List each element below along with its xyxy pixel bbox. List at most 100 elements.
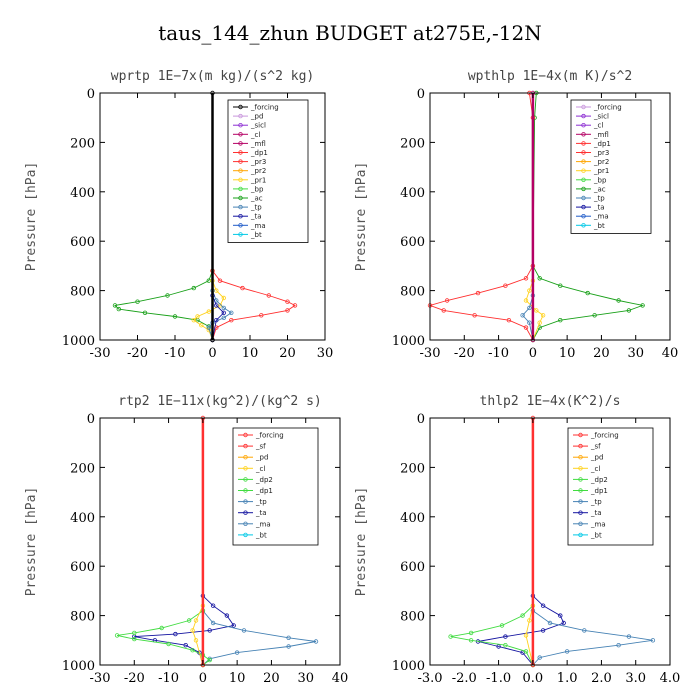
data-point [520,313,525,318]
data-point [221,305,226,311]
series-line-1 [114,270,213,341]
data-point [585,290,590,296]
data-point [231,623,236,628]
legend-marker [243,455,248,460]
data-point [592,313,597,318]
legend-marker [581,122,586,128]
legend-label: _pr3 [593,149,609,157]
legend-label: _dp1 [250,149,268,157]
legend-label: _pr1 [250,176,266,184]
legend-label: _pr2 [593,158,609,166]
legend-marker [243,532,248,538]
series-line-2 [532,610,653,666]
y-tick-label: 0 [417,87,425,102]
y-tick-label: 800 [70,610,95,625]
data-point [240,285,245,291]
data-point [166,641,171,647]
series-line-4 [521,295,534,341]
plot-frame [429,92,671,341]
data-point [503,283,508,288]
legend-marker [581,132,586,137]
data-point [534,308,539,313]
series-line-3 [193,280,225,341]
x-tick-label: 30 [627,346,644,361]
legend-label: _bp [250,185,264,193]
legend-marker [243,499,248,504]
legend-label: _pr1 [593,167,609,175]
data-point [626,308,632,313]
legend-label: _forcing [255,432,284,440]
panel-title: wprtp 1E−7x(m kg)/(s^2 kg) [111,69,315,84]
figure-title: taus_144_zhun BUDGET at275E,-12N [158,21,541,45]
y-tick-label: 0 [87,412,95,427]
data-point [132,630,137,636]
legend-label: _cl [250,131,260,139]
legend-label: _ta [250,213,262,221]
series-line-4 [192,605,204,666]
plot-frame [429,417,671,666]
data-point [195,314,200,319]
data-point [499,623,505,628]
data-point [199,323,204,328]
data-point [468,630,474,636]
y-tick-label: 1000 [62,659,95,674]
legend-label: _mfl [250,140,266,148]
series-line-2 [202,610,317,666]
y-tick-label: 800 [400,285,425,300]
legend-label: _ta [255,509,267,517]
legend-marker [578,499,583,504]
legend-marker [581,141,586,146]
x-tick-label: 40 [332,671,349,686]
y-tick-label: 200 [70,136,95,151]
legend-marker [581,223,586,228]
legend-label: _ma [255,520,271,528]
legend-label: _cl [255,465,265,473]
series-line-2 [212,270,296,341]
data-point [496,644,501,649]
legend-label: _sf [255,443,266,451]
y-axis-label: Pressure [hPa] [24,162,39,272]
legend-marker [238,132,243,137]
legend-label: _forcing [250,104,279,112]
legend-marker [238,113,243,119]
y-axis-label: Pressure [hPa] [24,487,39,597]
data-point [210,603,216,608]
x-tick-label: -30 [90,346,111,361]
x-tick-label: 2.0 [591,671,612,686]
data-point [468,638,474,643]
data-point [616,298,621,303]
data-point [616,643,621,648]
x-tick-label: 10 [242,346,259,361]
data-point [527,305,532,311]
data-point [472,313,477,318]
data-point [626,634,632,639]
legend-marker [581,159,586,164]
y-tick-label: 800 [400,610,425,625]
legend-marker [238,159,243,164]
data-point [183,643,188,648]
y-tick-label: 800 [70,285,95,300]
legend-label: _forcing [593,104,622,112]
legend-box [570,99,652,234]
y-tick-label: 200 [400,136,425,151]
legend-marker [578,455,583,460]
legend-label: _bt [590,531,602,539]
legend-marker [243,521,248,526]
y-tick-label: 600 [400,235,425,250]
legend-marker [238,150,243,155]
y-axis-label: Pressure [hPa] [354,487,369,597]
panel-1: wprtp 1E−7x(m kg)/(s^2 kg) Pressure [hPa]… [24,69,333,361]
legend-label: _pd [250,113,263,121]
data-point [190,628,195,633]
data-point [112,303,118,308]
y-tick-label: 600 [400,560,425,575]
data-point [210,620,216,626]
data-point [159,625,164,631]
series-line-1 [134,595,235,666]
panel-title: thlp2 1E−4x(K^2)/s [480,394,621,409]
data-point [558,318,563,323]
legend-label: _pr3 [250,158,266,166]
legend-marker [578,466,583,471]
data-point [193,638,199,643]
legend-marker [578,521,583,526]
